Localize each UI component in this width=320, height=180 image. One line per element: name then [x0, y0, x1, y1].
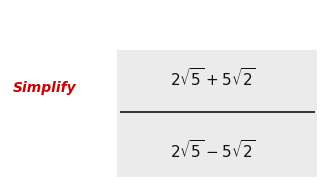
- FancyBboxPatch shape: [117, 50, 317, 177]
- Text: Simplify: Simplify: [13, 81, 76, 94]
- Text: Rationalization of Surds: Rationalization of Surds: [51, 15, 269, 30]
- Text: $2\sqrt{5} + 5\sqrt{2}$: $2\sqrt{5} + 5\sqrt{2}$: [170, 67, 256, 89]
- Text: $2\sqrt{5} - 5\sqrt{2}$: $2\sqrt{5} - 5\sqrt{2}$: [170, 139, 256, 161]
